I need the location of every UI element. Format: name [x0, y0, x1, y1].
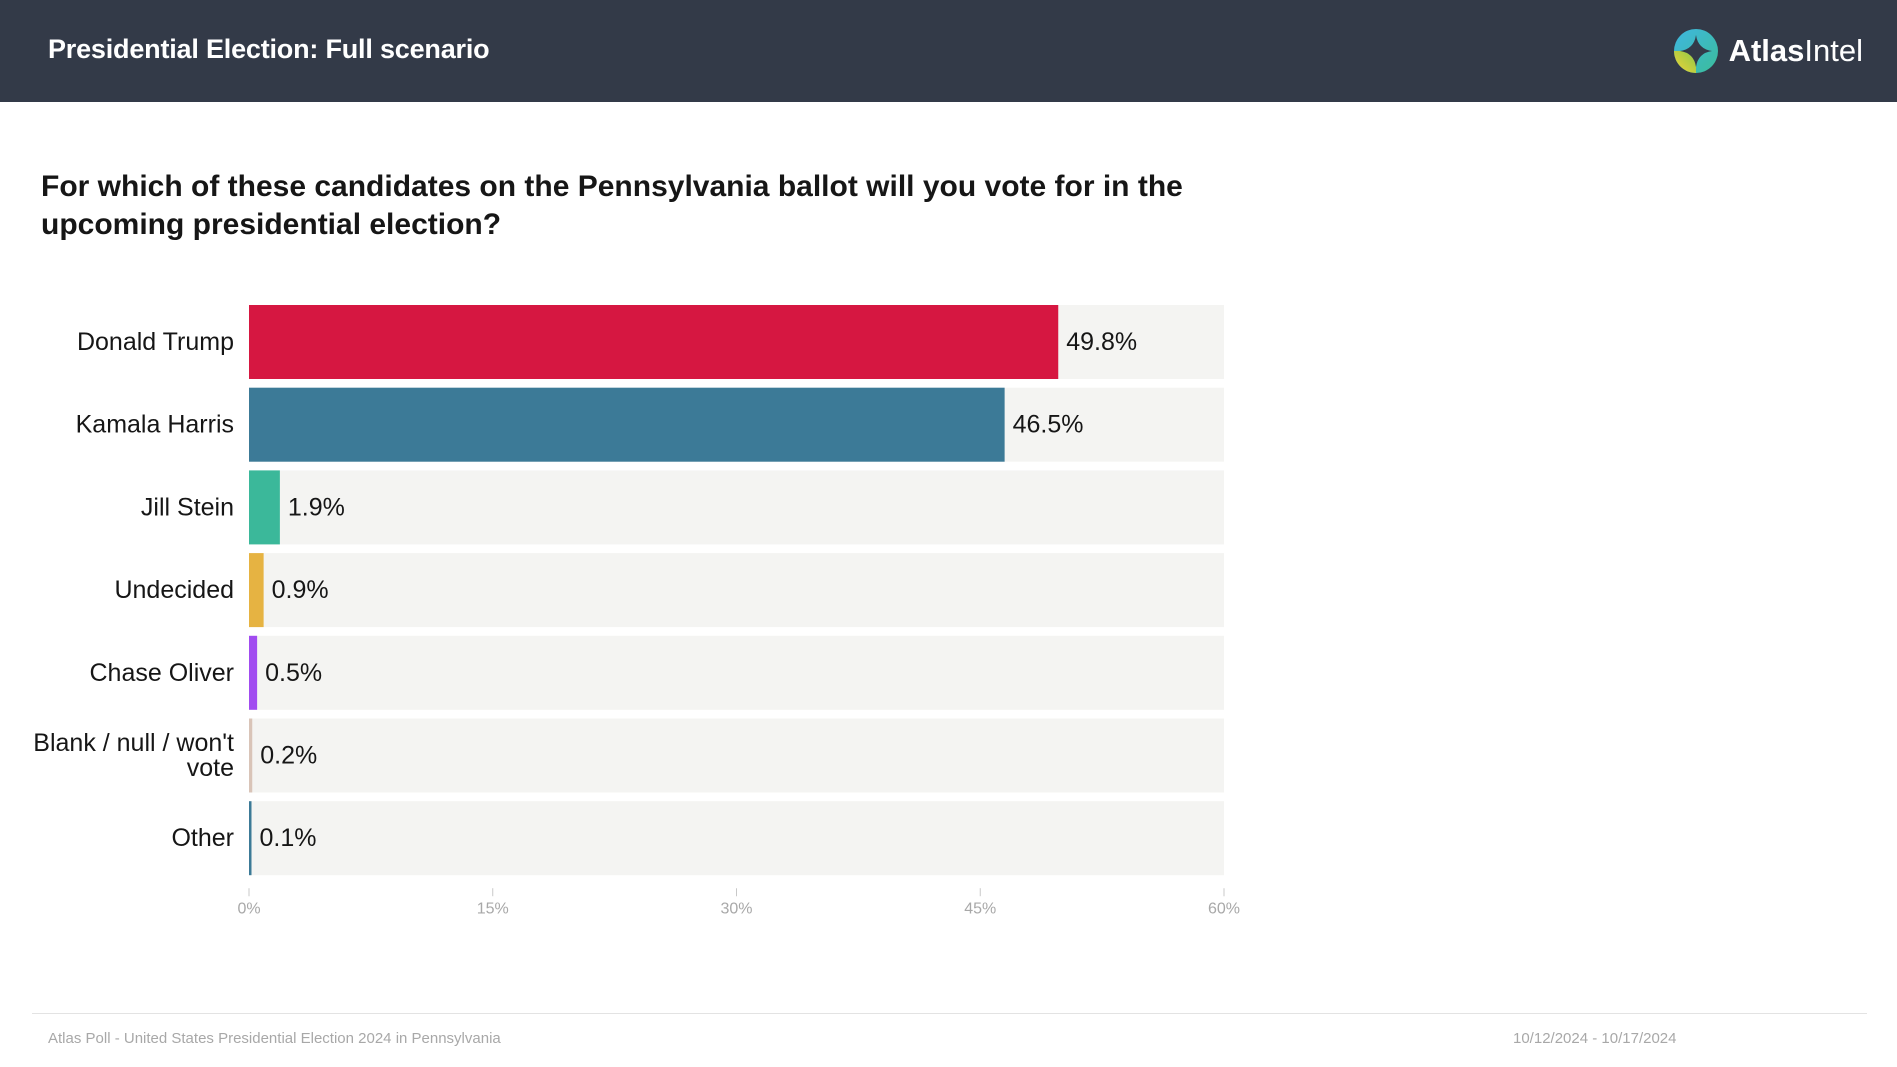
category-label: Other — [171, 824, 234, 852]
footer-source: Atlas Poll - United States Presidential … — [48, 1030, 501, 1047]
bar-track — [249, 635, 1224, 710]
category-label: Jill Stein — [141, 493, 234, 521]
footer-dates: 10/12/2024 - 10/17/2024 — [1513, 1030, 1677, 1047]
data-label: 49.8% — [1066, 328, 1137, 356]
tick-label: 30% — [720, 901, 752, 918]
bar — [249, 470, 280, 545]
bar-chart: Donald Trump Kamala Harris Jill Stein Undec… — [33, 305, 1240, 918]
bar — [249, 718, 253, 793]
category-label: Kamala Harris — [76, 411, 234, 439]
bar — [249, 635, 258, 710]
footer-divider — [32, 1013, 1867, 1014]
bar-track — [249, 470, 1224, 545]
bar-track — [249, 801, 1224, 876]
value-labels: 49.8% 46.5% 1.9% 0.9% 0.5% 0.2% 0.1% — [260, 328, 1138, 852]
category-label: Blank / null / won't — [33, 729, 234, 757]
tick-label: 0% — [237, 901, 260, 918]
category-label: Donald Trump — [77, 328, 234, 356]
data-label: 0.9% — [272, 576, 329, 604]
tick-label: 15% — [477, 901, 509, 918]
category-label: Chase Oliver — [90, 659, 235, 687]
brand-name-light: Intel — [1804, 33, 1863, 68]
brand-logo: AtlasIntel — [1672, 27, 1863, 75]
header-bar: Presidential Election: Full scenario — [0, 0, 1897, 102]
survey-question: For which of these candidates on the Pen… — [41, 170, 1183, 241]
bar-track — [249, 553, 1224, 628]
brand-name-strong: Atlas — [1728, 33, 1805, 68]
data-label: 0.2% — [260, 742, 317, 770]
data-label: 0.5% — [265, 659, 322, 687]
tick-label: 45% — [964, 901, 996, 918]
bar — [249, 553, 264, 628]
data-label: 0.1% — [260, 824, 317, 852]
bar — [249, 801, 252, 876]
data-label: 46.5% — [1013, 411, 1084, 439]
category-labels: Donald Trump Kamala Harris Jill Stein Undec… — [33, 328, 234, 852]
bar — [249, 387, 1005, 462]
atlasintel-logo-icon — [1672, 27, 1720, 75]
bar-track — [249, 718, 1224, 793]
tick-label: 60% — [1208, 901, 1240, 918]
category-label: Undecided — [114, 576, 234, 604]
bar — [249, 305, 1059, 379]
bars — [249, 305, 1059, 876]
x-axis: 0% 15% 30% 45% 60% — [237, 888, 1240, 918]
data-label: 1.9% — [288, 493, 345, 521]
category-label: vote — [187, 754, 234, 782]
brand-wordmark: AtlasIntel — [1729, 27, 1863, 75]
page-title: Presidential Election: Full scenario — [48, 34, 490, 64]
